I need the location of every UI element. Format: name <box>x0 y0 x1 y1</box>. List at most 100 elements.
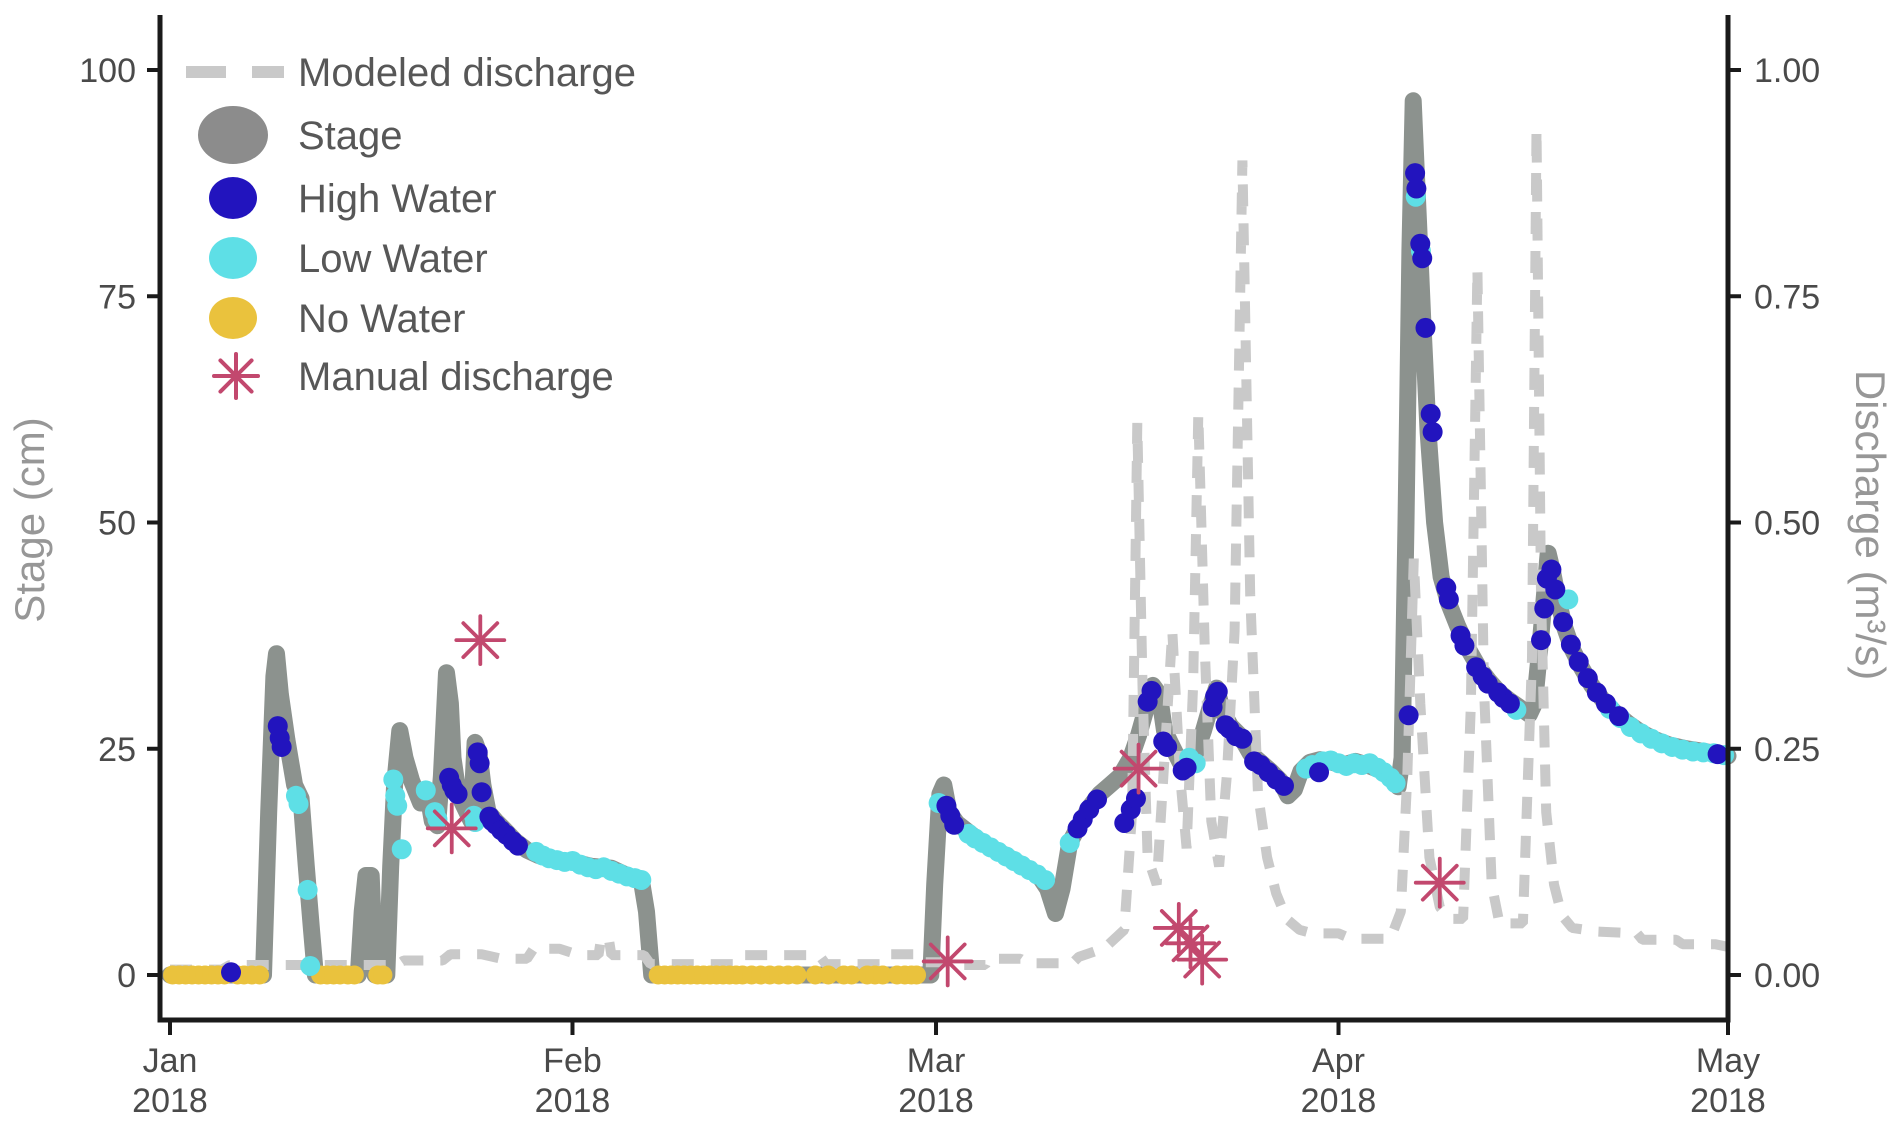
legend-item-no-water: No Water <box>209 297 465 341</box>
no-water-point <box>907 965 927 985</box>
no-water-point <box>873 965 893 985</box>
low-water-point <box>427 809 448 830</box>
low-water-point <box>288 793 309 814</box>
legend-item-manual-discharge: Manual discharge <box>212 352 614 400</box>
high-water-point <box>507 835 528 856</box>
high-water-point <box>1415 317 1436 338</box>
x-tick-month-label: May <box>1696 1042 1760 1080</box>
low-water-point <box>387 795 408 816</box>
low-water-point <box>415 780 436 801</box>
legend-label: Low Water <box>298 237 488 281</box>
manual-discharge-marker <box>1176 933 1229 986</box>
manual-discharge-marker <box>425 802 478 855</box>
x-tick-year-label: 2018 <box>132 1082 208 1120</box>
right-tick-label: 0.75 <box>1754 278 1820 316</box>
right-tick-label: 0.50 <box>1754 505 1820 543</box>
x-tick-year-label: 2018 <box>898 1082 974 1120</box>
manual-discharge-marker <box>454 614 507 667</box>
x-tick-month-label: Feb <box>543 1042 602 1080</box>
right-tick-label: 1.00 <box>1754 52 1820 90</box>
x-tick-year-label: 2018 <box>1301 1082 1377 1120</box>
no-water-point <box>818 965 838 985</box>
legend-item-modeled-discharge: Modeled discharge <box>186 51 636 95</box>
x-tick-year-label: 2018 <box>1690 1082 1766 1120</box>
manual-discharge-marker <box>1413 856 1466 909</box>
no-water-point <box>344 965 364 985</box>
high-water-point <box>1568 651 1589 672</box>
high-water-point <box>1577 668 1598 689</box>
high-water-point <box>1406 178 1427 199</box>
asterisk-icon <box>212 352 260 400</box>
high-water-point <box>1232 728 1253 749</box>
high-water-point <box>1438 589 1459 610</box>
legend-item-high-water: High Water <box>209 177 497 221</box>
low-water-point <box>1035 869 1056 890</box>
high-water-point <box>1176 757 1197 778</box>
high-water-point <box>1560 634 1581 655</box>
high-water-point <box>1420 403 1441 424</box>
right-tick-label: 0.25 <box>1754 731 1820 769</box>
no-water-point <box>805 965 825 985</box>
legend-label: No Water <box>298 297 465 341</box>
low-water-dot-icon <box>209 237 257 279</box>
manual-discharge-marker <box>921 935 974 988</box>
high-water-point <box>471 782 492 803</box>
high-water-point <box>1398 705 1419 726</box>
high-water-point <box>1157 736 1178 757</box>
high-water-point <box>469 753 490 774</box>
high-water-point <box>271 736 292 757</box>
series-layer <box>161 92 1737 988</box>
high-water-point <box>1141 680 1162 701</box>
high-water-point <box>1087 789 1108 810</box>
left-tick-label: 25 <box>98 731 136 769</box>
low-water-point <box>1385 773 1406 794</box>
legend-label: High Water <box>298 177 497 221</box>
high-water-point <box>1309 762 1330 783</box>
high-water-point <box>1125 788 1146 809</box>
right-tick-label: 0.00 <box>1754 957 1820 995</box>
high-water-point <box>447 784 468 804</box>
right-axis-title: Discharge (m³/s) <box>1847 370 1892 680</box>
high-water-point <box>1499 693 1520 714</box>
high-water-point <box>1595 693 1616 714</box>
x-tick-year-label: 2018 <box>535 1082 611 1120</box>
no-water-dot-icon <box>209 297 257 339</box>
high-water-point <box>1422 422 1443 442</box>
high-water-point <box>1531 630 1552 651</box>
high-water-point <box>1534 598 1555 619</box>
high-water-point <box>1412 248 1433 269</box>
high-water-point <box>944 814 965 835</box>
left-tick-label: 100 <box>79 52 136 90</box>
high-water-point <box>1405 163 1426 184</box>
high-water-point <box>1541 559 1562 580</box>
no-water-point <box>250 965 270 985</box>
no-water-point <box>842 965 862 985</box>
legend-label: Stage <box>298 114 403 158</box>
modeled-discharge-line <box>170 128 1730 975</box>
left-tick-label: 0 <box>117 957 136 995</box>
no-water-point <box>373 965 393 985</box>
high-water-point <box>221 962 242 983</box>
low-water-point <box>631 869 652 890</box>
high-water-point <box>1207 681 1228 702</box>
legend-label: Manual discharge <box>298 355 614 399</box>
right-axis-ticks: 0.00 0.25 0.50 0.75 1.00 <box>1728 52 1820 995</box>
legend-item-low-water: Low Water <box>209 237 488 281</box>
high-water-point <box>1707 744 1728 765</box>
high-water-point <box>1553 612 1574 633</box>
x-tick-month-label: Jan <box>143 1042 198 1080</box>
high-water-point <box>1273 775 1294 796</box>
x-tick-month-label: Mar <box>907 1042 966 1080</box>
high-water-dot-icon <box>209 177 257 219</box>
low-water-point <box>300 955 321 976</box>
low-water-point <box>297 879 318 900</box>
low-water-point <box>383 769 404 790</box>
high-water-point <box>1454 635 1475 656</box>
left-axis-title: Stage (cm) <box>6 417 53 622</box>
left-tick-label: 75 <box>98 278 136 316</box>
legend: Modeled discharge Stage High Water Low W… <box>186 51 636 400</box>
left-tick-label: 50 <box>98 505 136 543</box>
